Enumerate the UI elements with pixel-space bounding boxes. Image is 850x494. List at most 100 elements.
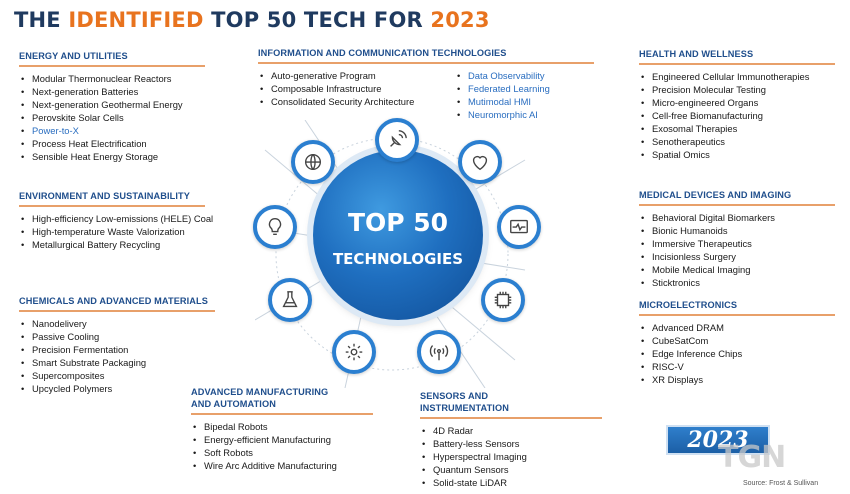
- list-item: Precision Fermentation: [19, 343, 215, 356]
- category-health: HEALTH AND WELLNESS Engineered Cellular …: [639, 48, 835, 161]
- list-item: Precision Molecular Testing: [639, 83, 835, 96]
- list-item: Consolidated Security Architecture: [258, 95, 455, 108]
- list-item: Bionic Humanoids: [639, 224, 835, 237]
- watermark-logo: TGN: [718, 440, 786, 475]
- category-heading: SENSORS AND INSTRUMENTATION: [420, 390, 602, 419]
- list-item: Next-generation Batteries: [19, 85, 205, 98]
- heading-line: INSTRUMENTATION: [420, 403, 509, 413]
- list-item: Soft Robots: [191, 446, 373, 459]
- lightbulb-icon: [253, 205, 297, 249]
- item-list: Nanodelivery Passive Cooling Precision F…: [19, 317, 215, 395]
- category-microelectronics: MICROELECTRONICS Advanced DRAM CubeSatCo…: [639, 299, 835, 386]
- list-item: Power-to-X: [19, 124, 205, 137]
- list-item: Mutimodal HMI: [455, 95, 550, 108]
- center-title: TOP 50: [347, 208, 449, 237]
- list-item: Spatial Omics: [639, 148, 835, 161]
- list-item: Nanodelivery: [19, 317, 215, 330]
- list-item: Passive Cooling: [19, 330, 215, 343]
- signal-tower-icon: [417, 330, 461, 374]
- category-heading: MICROELECTRONICS: [639, 299, 835, 316]
- list-item: 4D Radar: [420, 424, 602, 437]
- list-item: Incisionless Surgery: [639, 250, 835, 263]
- title-year: 2023: [430, 8, 490, 32]
- category-heading: ENERGY AND UTILITIES: [19, 50, 205, 67]
- category-chemicals: CHEMICALS AND ADVANCED MATERIALS Nanodel…: [19, 295, 215, 395]
- title-part1: THE: [14, 8, 69, 32]
- list-item: Advanced DRAM: [639, 321, 835, 334]
- category-heading: HEALTH AND WELLNESS: [639, 48, 835, 65]
- list-item: Battery-less Sensors: [420, 437, 602, 450]
- item-list: Advanced DRAM CubeSatCom Edge Inference …: [639, 321, 835, 386]
- list-item: Neuromorphic AI: [455, 108, 550, 121]
- list-item: Sticktronics: [639, 276, 835, 289]
- category-heading: MEDICAL DEVICES AND IMAGING: [639, 189, 835, 206]
- gear-icon: [332, 330, 376, 374]
- category-ict: INFORMATION AND COMMUNICATION TECHNOLOGI…: [258, 47, 594, 121]
- list-item: Wire Arc Additive Manufacturing: [191, 459, 373, 472]
- item-list: Behavioral Digital Biomarkers Bionic Hum…: [639, 211, 835, 289]
- heading-line: AND AUTOMATION: [191, 399, 276, 409]
- list-item: Metallurgical Battery Recycling: [19, 238, 205, 251]
- flask-icon: [268, 278, 312, 322]
- list-item: Bipedal Robots: [191, 420, 373, 433]
- category-environment: ENVIRONMENT AND SUSTAINABILITY High-effi…: [19, 190, 213, 251]
- title-part2: TOP 50 TECH FOR: [203, 8, 431, 32]
- item-list: Bipedal Robots Energy-efficient Manufact…: [191, 420, 373, 472]
- list-item: Micro-engineered Organs: [639, 96, 835, 109]
- heading-line: SENSORS AND: [420, 391, 489, 401]
- list-item: Auto-generative Program: [258, 69, 455, 82]
- list-item: High-efficiency Low-emissions (HELE) Coa…: [19, 212, 213, 225]
- list-item: Modular Thermonuclear Reactors: [19, 72, 205, 85]
- center-subtitle: TECHNOLOGIES: [332, 250, 464, 268]
- heading-line: ADVANCED MANUFACTURING: [191, 387, 329, 397]
- category-heading: ADVANCED MANUFACTURING AND AUTOMATION: [191, 386, 373, 415]
- list-item: Upcycled Polymers: [19, 382, 215, 395]
- list-item: Smart Substrate Packaging: [19, 356, 215, 369]
- list-item: High-temperature Waste Valorization: [19, 225, 205, 238]
- list-item: Senotherapeutics: [639, 135, 835, 148]
- item-list: Data Observability Federated Learning Mu…: [455, 69, 550, 121]
- list-item: Process Heat Electrification: [19, 137, 205, 150]
- category-sensors: SENSORS AND INSTRUMENTATION 4D Radar Batt…: [420, 390, 602, 489]
- heart-icon: [458, 140, 502, 184]
- list-item: XR Displays: [639, 373, 835, 386]
- satellite-icon: [375, 118, 419, 162]
- list-item: Solid-state LiDAR: [420, 476, 602, 489]
- category-energy: ENERGY AND UTILITIES Modular Thermonucle…: [19, 50, 205, 163]
- category-heading: INFORMATION AND COMMUNICATION TECHNOLOGI…: [258, 47, 594, 64]
- center-circle: TOP 50 TECHNOLOGIES: [313, 150, 483, 320]
- list-item: Engineered Cellular Immunotherapies: [639, 70, 835, 83]
- category-medical: MEDICAL DEVICES AND IMAGING Behavioral D…: [639, 189, 835, 289]
- list-item: Sensible Heat Energy Storage: [19, 150, 205, 163]
- category-manufacturing: ADVANCED MANUFACTURING AND AUTOMATION Bip…: [191, 386, 373, 472]
- list-item: Composable Infrastructure: [258, 82, 455, 95]
- list-item: Perovskite Solar Cells: [19, 111, 205, 124]
- list-item: Behavioral Digital Biomarkers: [639, 211, 835, 224]
- year-badge: 2023: [666, 425, 770, 455]
- item-list: 4D Radar Battery-less Sensors Hyperspect…: [420, 424, 602, 489]
- category-heading: CHEMICALS AND ADVANCED MATERIALS: [19, 295, 215, 312]
- list-item: Exosomal Therapies: [639, 122, 835, 135]
- list-item: Energy-efficient Manufacturing: [191, 433, 373, 446]
- title-highlight: IDENTIFIED: [68, 8, 204, 32]
- list-item: Quantum Sensors: [420, 463, 602, 476]
- list-item: Cell-free Biomanufacturing: [639, 109, 835, 122]
- list-item: Edge Inference Chips: [639, 347, 835, 360]
- page-title: THE IDENTIFIED TOP 50 TECH FOR 2023: [14, 8, 490, 32]
- list-item: Hyperspectral Imaging: [420, 450, 602, 463]
- item-list: Engineered Cellular Immunotherapies Prec…: [639, 70, 835, 161]
- list-item: Federated Learning: [455, 82, 550, 95]
- monitor-heartbeat-icon: [497, 205, 541, 249]
- globe-icon: [291, 140, 335, 184]
- chip-icon: [481, 278, 525, 322]
- list-item: RISC-V: [639, 360, 835, 373]
- list-item: Data Observability: [455, 69, 550, 82]
- list-item: Mobile Medical Imaging: [639, 263, 835, 276]
- item-list: Modular Thermonuclear Reactors Next-gene…: [19, 72, 205, 163]
- item-list: Auto-generative Program Composable Infra…: [258, 69, 455, 121]
- list-item: CubeSatCom: [639, 334, 835, 347]
- source-credit: Source: Frost & Sullivan: [743, 480, 819, 487]
- list-item: Supercomposites: [19, 369, 215, 382]
- category-heading: ENVIRONMENT AND SUSTAINABILITY: [19, 190, 205, 207]
- item-list: High-efficiency Low-emissions (HELE) Coa…: [19, 212, 213, 251]
